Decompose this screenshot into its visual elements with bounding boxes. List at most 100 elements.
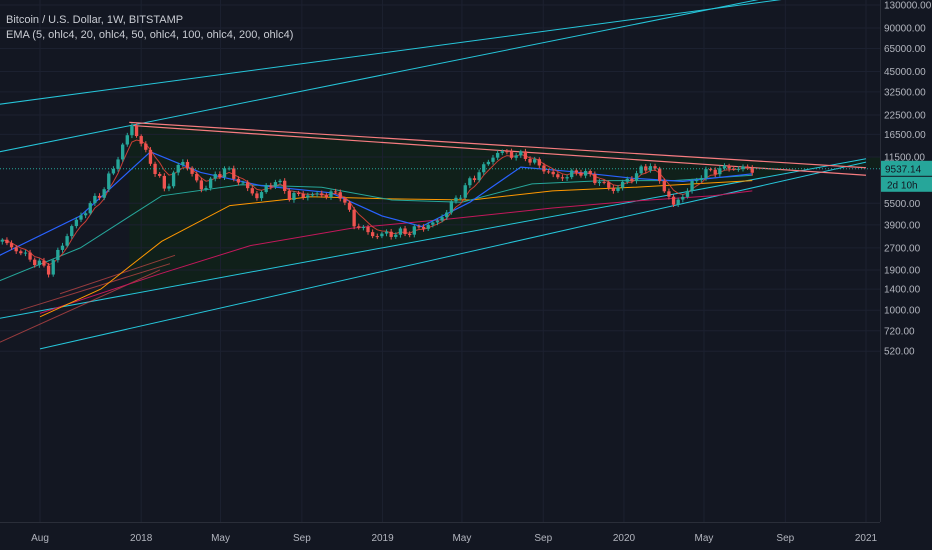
candle-body[interactable] bbox=[310, 194, 315, 196]
candle-body[interactable] bbox=[403, 228, 407, 235]
drawing-line[interactable] bbox=[0, 269, 161, 343]
candle-body[interactable] bbox=[620, 181, 625, 188]
candle-body[interactable] bbox=[93, 195, 97, 204]
candle-body[interactable] bbox=[732, 168, 736, 170]
candle-body[interactable] bbox=[648, 166, 653, 171]
candle-body[interactable] bbox=[565, 177, 569, 179]
candle-body[interactable] bbox=[347, 202, 352, 210]
candle-body[interactable] bbox=[519, 151, 523, 156]
support-trendline[interactable] bbox=[0, 0, 866, 160]
candle-body[interactable] bbox=[259, 192, 264, 199]
candle-body[interactable] bbox=[153, 163, 157, 175]
candle-body[interactable] bbox=[370, 232, 375, 237]
candle-body[interactable] bbox=[713, 169, 717, 175]
candle-body[interactable] bbox=[676, 199, 680, 205]
candle-body[interactable] bbox=[528, 158, 532, 163]
candle-body[interactable] bbox=[56, 249, 60, 261]
candle-body[interactable] bbox=[380, 233, 384, 237]
candle-body[interactable] bbox=[218, 174, 222, 178]
candle-body[interactable] bbox=[556, 174, 560, 178]
time-axis[interactable]: Aug 2018 May Sep 2019 May Sep 2020 May Sep 2021 bbox=[31, 533, 877, 544]
candle-body[interactable] bbox=[708, 169, 713, 171]
candle-body[interactable] bbox=[199, 180, 204, 190]
candle-body[interactable] bbox=[296, 193, 301, 195]
candle-body[interactable] bbox=[19, 251, 23, 254]
candle-body[interactable] bbox=[482, 164, 486, 173]
candle-body[interactable] bbox=[190, 167, 194, 174]
candle-body[interactable] bbox=[551, 171, 555, 175]
candle-body[interactable] bbox=[588, 170, 592, 174]
candle-body[interactable] bbox=[278, 180, 282, 183]
candle-body[interactable] bbox=[361, 226, 366, 228]
candle-body[interactable] bbox=[741, 166, 745, 169]
candle-body[interactable] bbox=[579, 172, 583, 176]
candle-body[interactable] bbox=[213, 174, 217, 179]
candle-body[interactable] bbox=[0, 239, 4, 242]
candle-body[interactable] bbox=[625, 178, 629, 182]
candle-body[interactable] bbox=[440, 217, 444, 221]
candle-body[interactable] bbox=[134, 126, 139, 137]
candle-body[interactable] bbox=[125, 135, 129, 145]
candle-body[interactable] bbox=[570, 170, 574, 178]
candle-body[interactable] bbox=[736, 168, 741, 170]
candle-body[interactable] bbox=[5, 239, 9, 244]
candle-body[interactable] bbox=[292, 193, 296, 200]
candle-body[interactable] bbox=[273, 182, 278, 187]
candle-body[interactable] bbox=[445, 212, 449, 218]
candle-body[interactable] bbox=[394, 234, 398, 237]
candle-body[interactable] bbox=[611, 187, 616, 191]
candle-body[interactable] bbox=[241, 182, 245, 184]
candle-body[interactable] bbox=[500, 151, 504, 153]
candle-body[interactable] bbox=[537, 159, 541, 166]
candle-body[interactable] bbox=[204, 187, 208, 190]
candle-body[interactable] bbox=[468, 178, 472, 186]
candle-body[interactable] bbox=[14, 247, 18, 252]
candle-body[interactable] bbox=[477, 172, 481, 181]
candle-body[interactable] bbox=[602, 181, 606, 183]
candle-body[interactable] bbox=[384, 231, 389, 234]
candle-body[interactable] bbox=[42, 260, 46, 266]
candle-body[interactable] bbox=[431, 222, 435, 225]
candle-body[interactable] bbox=[171, 172, 176, 187]
support-trendline[interactable] bbox=[0, 158, 867, 326]
candle-body[interactable] bbox=[653, 166, 657, 169]
candle-body[interactable] bbox=[65, 236, 69, 246]
candle-body[interactable] bbox=[523, 151, 528, 159]
candle-body[interactable] bbox=[28, 252, 32, 260]
candle-body[interactable] bbox=[51, 260, 55, 275]
candle-body[interactable] bbox=[662, 180, 666, 192]
candle-body[interactable] bbox=[408, 234, 412, 236]
candle-body[interactable] bbox=[181, 161, 185, 165]
candle-body[interactable] bbox=[301, 193, 305, 198]
candle-body[interactable] bbox=[222, 168, 227, 178]
candle-body[interactable] bbox=[593, 173, 597, 184]
drawing-line[interactable] bbox=[19, 263, 171, 311]
candle-body[interactable] bbox=[255, 193, 259, 199]
candle-body[interactable] bbox=[417, 226, 421, 228]
candle-body[interactable] bbox=[120, 144, 125, 160]
candle-body[interactable] bbox=[283, 180, 287, 191]
candle-body[interactable] bbox=[102, 189, 106, 198]
candle-body[interactable] bbox=[23, 252, 28, 254]
candle-body[interactable] bbox=[176, 164, 180, 173]
candle-body[interactable] bbox=[315, 193, 319, 195]
candle-body[interactable] bbox=[505, 151, 509, 153]
candle-body[interactable] bbox=[750, 167, 754, 173]
candle-body[interactable] bbox=[320, 193, 324, 196]
candle-body[interactable] bbox=[426, 224, 430, 229]
candle-body[interactable] bbox=[685, 190, 690, 197]
candle-body[interactable] bbox=[463, 185, 467, 198]
candle-body[interactable] bbox=[357, 226, 361, 228]
candle-body[interactable] bbox=[597, 181, 602, 184]
candle-body[interactable] bbox=[458, 197, 463, 199]
candle-body[interactable] bbox=[227, 168, 231, 170]
candle-body[interactable] bbox=[245, 182, 250, 189]
candles[interactable] bbox=[0, 123, 754, 278]
candle-body[interactable] bbox=[375, 236, 379, 238]
candle-body[interactable] bbox=[338, 192, 342, 199]
candle-body[interactable] bbox=[287, 190, 291, 200]
candle-body[interactable] bbox=[74, 219, 79, 227]
candle-body[interactable] bbox=[412, 226, 416, 235]
candle-body[interactable] bbox=[449, 201, 454, 213]
